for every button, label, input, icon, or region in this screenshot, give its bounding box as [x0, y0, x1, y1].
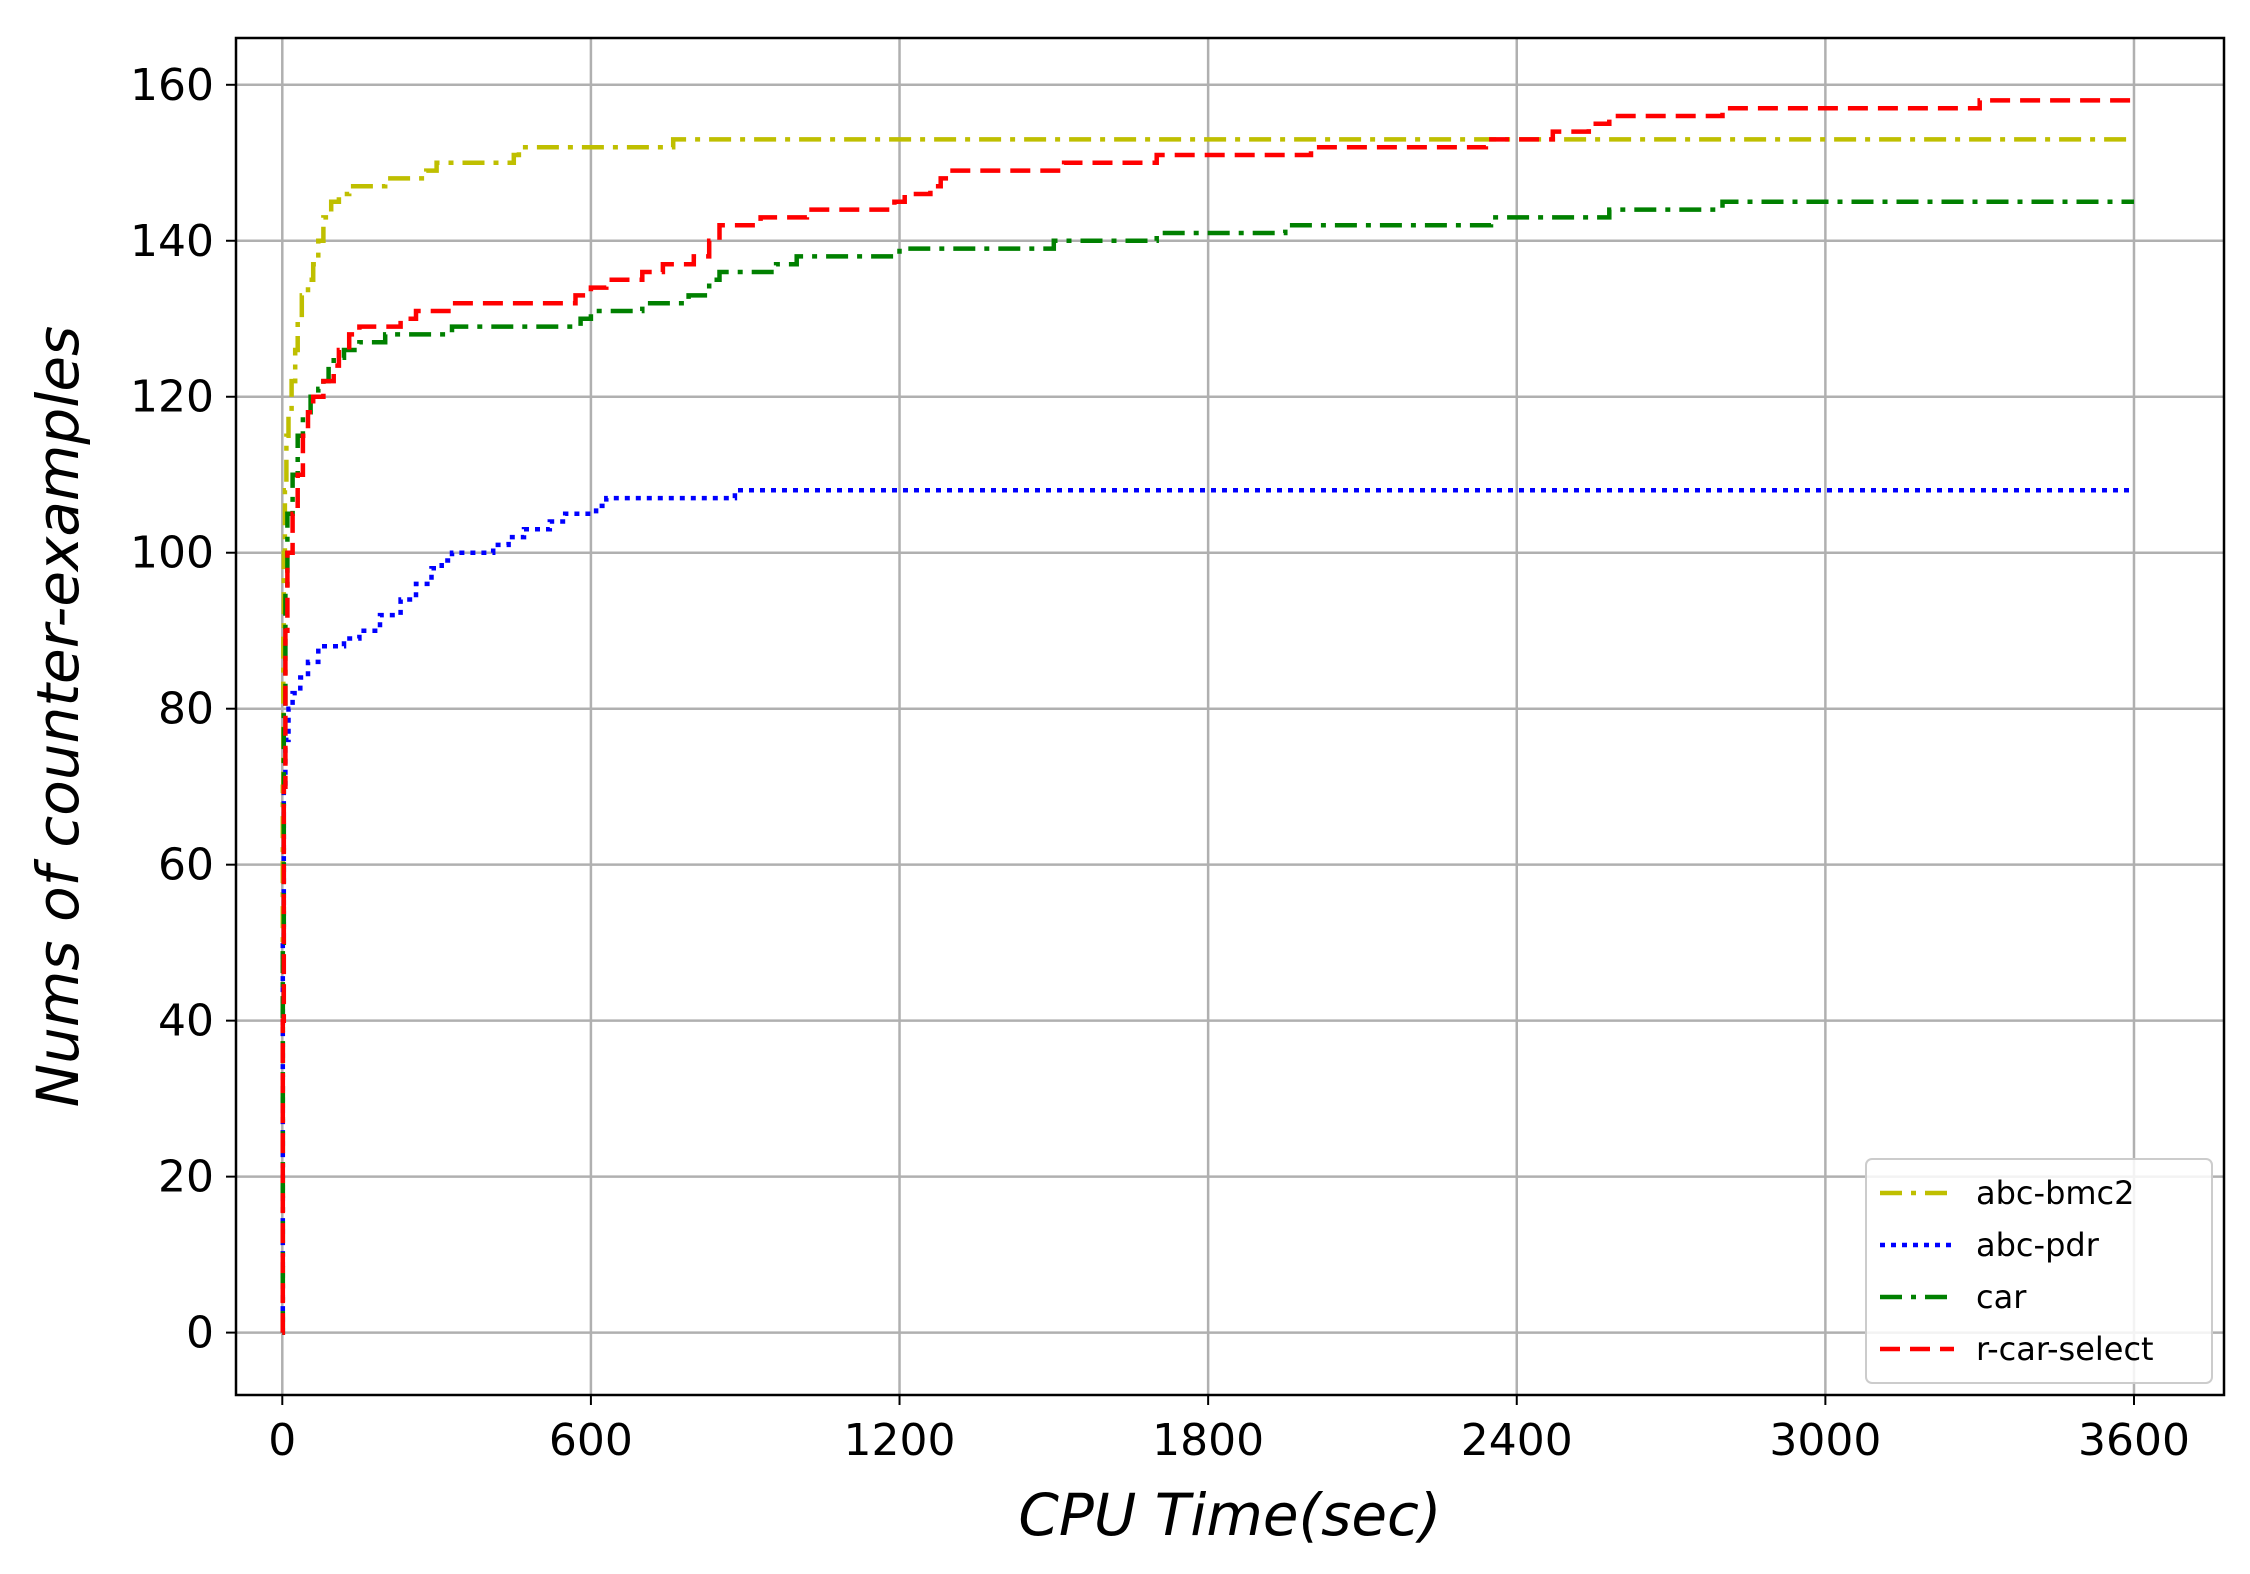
legend-label: abc-bmc2 — [1976, 1174, 2135, 1212]
y-axis-label: Nums of counter-examples — [24, 326, 92, 1107]
series-line-r-car-select — [280, 98, 2134, 1335]
x-tick-label: 1200 — [844, 1415, 956, 1466]
legend: abc-bmc2 abc-pdr car r-car-select — [1865, 1158, 2213, 1384]
x-tick-label: 3600 — [2078, 1415, 2190, 1466]
y-tick-label: 20 — [158, 1152, 214, 1203]
x-tick-label: 0 — [268, 1415, 296, 1466]
series-layer — [280, 98, 2134, 1335]
y-tick-label: 80 — [158, 684, 214, 735]
plot-frame — [234, 36, 2226, 1397]
x-axis-label: CPU Time(sec) — [1018, 1481, 1441, 1549]
series-line-abc-bmc2 — [280, 137, 2134, 1335]
y-tick-label: 160 — [130, 60, 214, 111]
y-tick-label: 100 — [130, 528, 214, 579]
legend-label: car — [1976, 1278, 2027, 1316]
y-tick-label: 140 — [130, 216, 214, 267]
y-axis: 0 20 40 60 80 100 120 140 160 — [130, 60, 236, 1359]
x-axis: 0 600 1200 1800 2400 3000 3600 — [268, 1395, 2190, 1466]
x-tick-label: 600 — [549, 1415, 633, 1466]
x-tick-label: 2400 — [1461, 1415, 1573, 1466]
x-tick-label: 1800 — [1152, 1415, 1264, 1466]
series-line-abc-pdr — [280, 488, 2134, 1335]
y-tick-label: 60 — [158, 840, 214, 891]
y-tick-label: 40 — [158, 996, 214, 1047]
legend-label: abc-pdr — [1976, 1226, 2100, 1264]
grid-lines — [236, 38, 2224, 1395]
series-line-car — [280, 199, 2134, 1335]
y-tick-label: 120 — [130, 372, 214, 423]
legend-box — [1865, 1158, 2213, 1384]
y-tick-label: 0 — [186, 1308, 214, 1359]
legend-label: r-car-select — [1976, 1330, 2154, 1368]
x-tick-label: 3000 — [1769, 1415, 1881, 1466]
